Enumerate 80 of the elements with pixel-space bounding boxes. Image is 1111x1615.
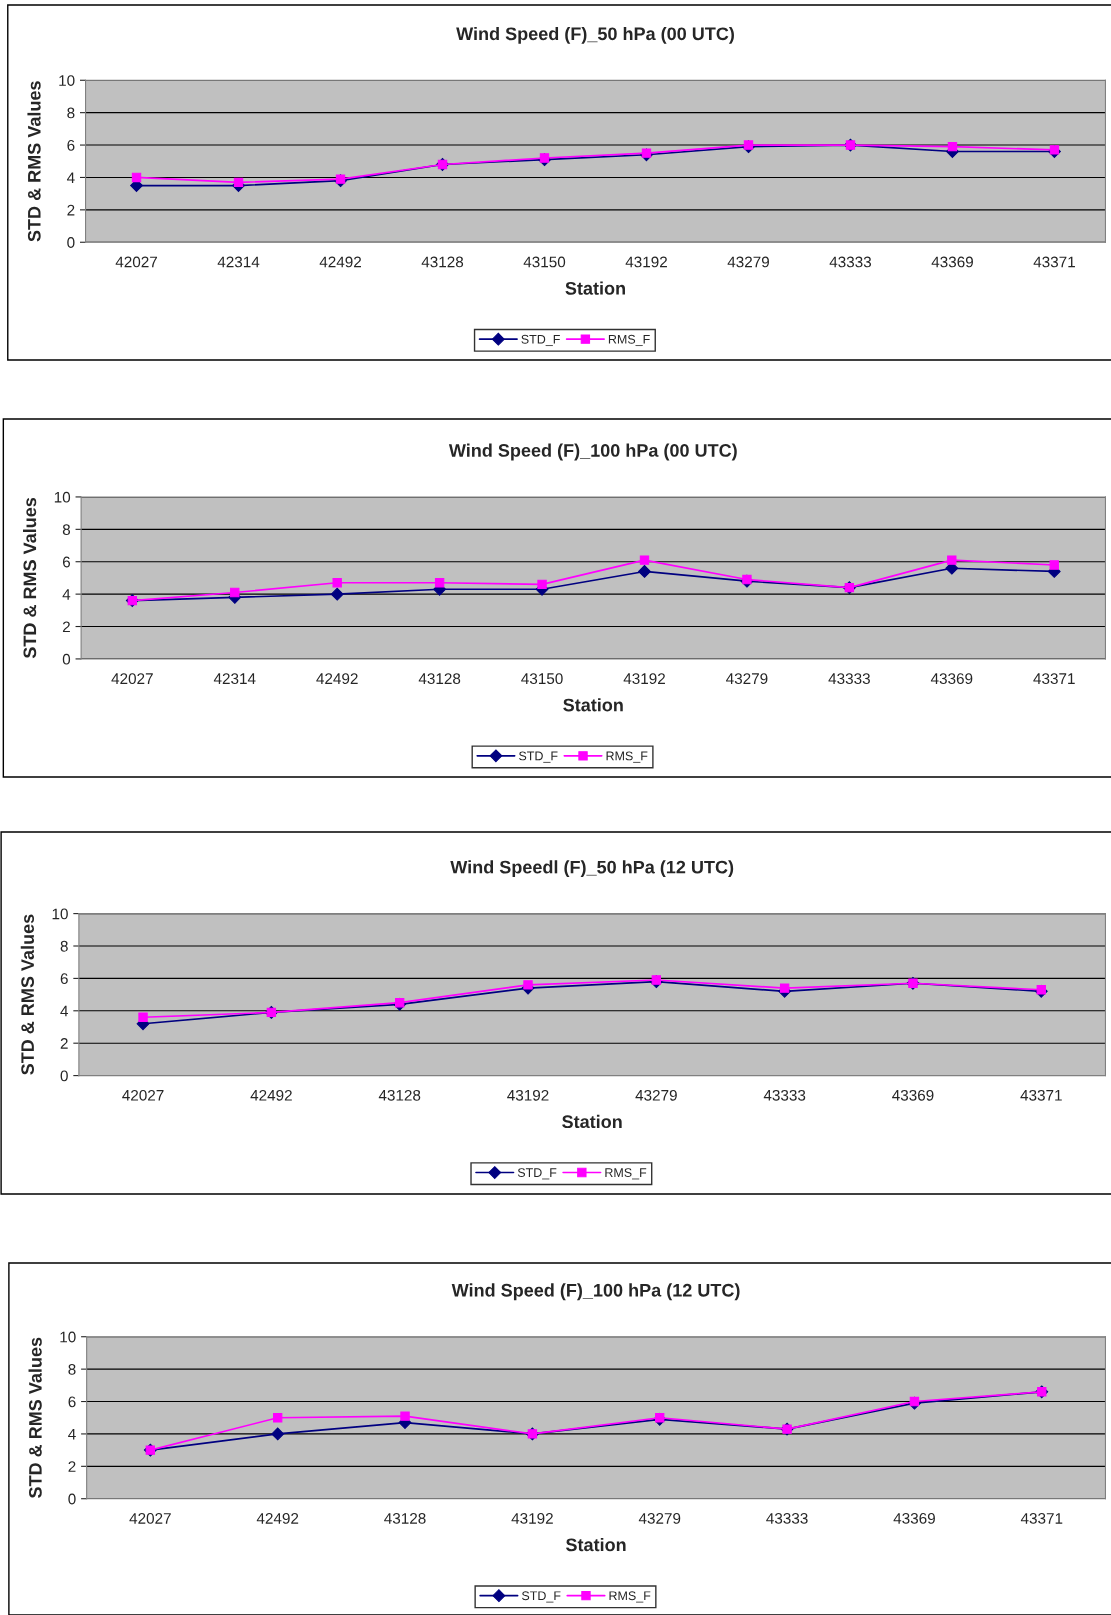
y-axis-title: STD & RMS Values	[20, 914, 35, 1075]
x-tick-label: 43369	[892, 1089, 934, 1101]
legend-label: STD_F	[521, 334, 560, 347]
y-tick-label: 6	[68, 1396, 76, 1408]
x-tick-label: 42314	[217, 256, 260, 268]
x-tick-label: 43192	[507, 1089, 549, 1101]
y-tick-label: 8	[67, 107, 75, 119]
x-tick-label: 43279	[638, 1513, 681, 1524]
x-tick-label: 42492	[250, 1089, 292, 1101]
x-tick-label: 43279	[635, 1089, 677, 1101]
x-axis-title: Station	[565, 281, 625, 295]
y-tick-label: 4	[66, 172, 75, 183]
x-tick-label: 42027	[129, 1513, 171, 1524]
x-axis-title: Station	[563, 698, 623, 712]
y-tick-label: 2	[62, 621, 70, 633]
y-tick-label: 10	[59, 75, 75, 86]
y-tick-label: 0	[68, 1493, 76, 1505]
y-tick-label: 10	[52, 908, 68, 920]
y-tick-label: 8	[68, 1364, 76, 1375]
x-tick-label: 42027	[115, 256, 158, 268]
x-tick-label: 43371	[1020, 1089, 1062, 1101]
y-tick-label: 8	[62, 524, 71, 536]
y-axis-title: STD & RMS Values	[22, 497, 37, 659]
x-tick-label: 43371	[1033, 673, 1075, 685]
legend-label: STD_F	[517, 1168, 557, 1180]
x-tick-label: 42492	[319, 256, 361, 268]
x-tick-label: 43369	[931, 256, 973, 268]
x-tick-label: 43333	[766, 1513, 808, 1524]
x-tick-label: 43128	[421, 256, 464, 268]
legend-label: STD_F	[521, 1591, 561, 1603]
x-tick-label: 43150	[523, 256, 566, 268]
chart-title: Wind Speedl (F)_50 hPa (12 UTC)	[450, 860, 734, 878]
y-tick-label: 2	[67, 204, 75, 216]
x-tick-label: 43128	[418, 673, 461, 685]
x-tick-label: 43371	[1033, 256, 1075, 268]
y-axis-title: STD & RMS Values	[28, 1337, 42, 1498]
legend-label: RMS_F	[609, 1591, 651, 1603]
x-tick-label: 43371	[1020, 1513, 1063, 1524]
x-tick-label: 43192	[623, 673, 665, 685]
y-tick-label: 2	[60, 1038, 68, 1049]
legend-label: RMS_F	[606, 751, 648, 763]
x-tick-label: 43369	[930, 673, 973, 685]
x-tick-label: 42027	[111, 673, 153, 685]
chart-title: Wind Speed (F)_100 hPa (00 UTC)	[448, 443, 737, 461]
legend-label: RMS_F	[608, 334, 650, 347]
x-tick-label: 43128	[378, 1089, 421, 1101]
legend-label: STD_F	[519, 751, 558, 763]
y-tick-label: 10	[54, 491, 71, 503]
x-tick-label: 42492	[256, 1513, 299, 1524]
legend-label: RMS_F	[605, 1168, 647, 1180]
y-axis-title: STD & RMS Values	[27, 81, 41, 242]
y-tick-label: 10	[60, 1331, 76, 1343]
x-tick-label: 43333	[763, 1089, 806, 1101]
x-tick-label: 43150	[521, 673, 563, 685]
x-tick-label: 42492	[316, 673, 358, 685]
x-axis-title: Station	[565, 1537, 626, 1552]
x-tick-label: 43279	[727, 256, 769, 268]
x-tick-label: 43369	[893, 1513, 935, 1524]
y-tick-label: 4	[68, 1428, 76, 1440]
chart-title: Wind Speed (F)_50 hPa (00 UTC)	[456, 26, 734, 44]
x-tick-label: 43333	[829, 256, 872, 268]
y-tick-label: 0	[67, 237, 75, 248]
y-tick-label: 6	[62, 556, 71, 568]
x-tick-label: 43333	[828, 673, 870, 685]
x-tick-label: 43192	[511, 1513, 553, 1524]
y-tick-label: 4	[60, 1005, 69, 1017]
y-tick-label: 8	[60, 940, 68, 952]
x-tick-label: 43279	[726, 673, 768, 685]
x-axis-title: Station	[562, 1114, 622, 1129]
y-tick-label: 0	[62, 653, 71, 665]
x-tick-label: 42314	[213, 673, 256, 685]
x-tick-label: 43192	[625, 256, 667, 268]
chart-title: Wind Speed (F)_100 hPa (12 UTC)	[451, 1283, 740, 1301]
y-tick-label: 4	[62, 589, 71, 600]
x-tick-label: 43128	[384, 1513, 426, 1524]
x-tick-label: 42027	[122, 1089, 164, 1101]
y-tick-label: 6	[67, 139, 75, 151]
y-tick-label: 0	[60, 1070, 68, 1082]
y-tick-label: 6	[60, 973, 68, 985]
y-tick-label: 2	[68, 1461, 76, 1472]
